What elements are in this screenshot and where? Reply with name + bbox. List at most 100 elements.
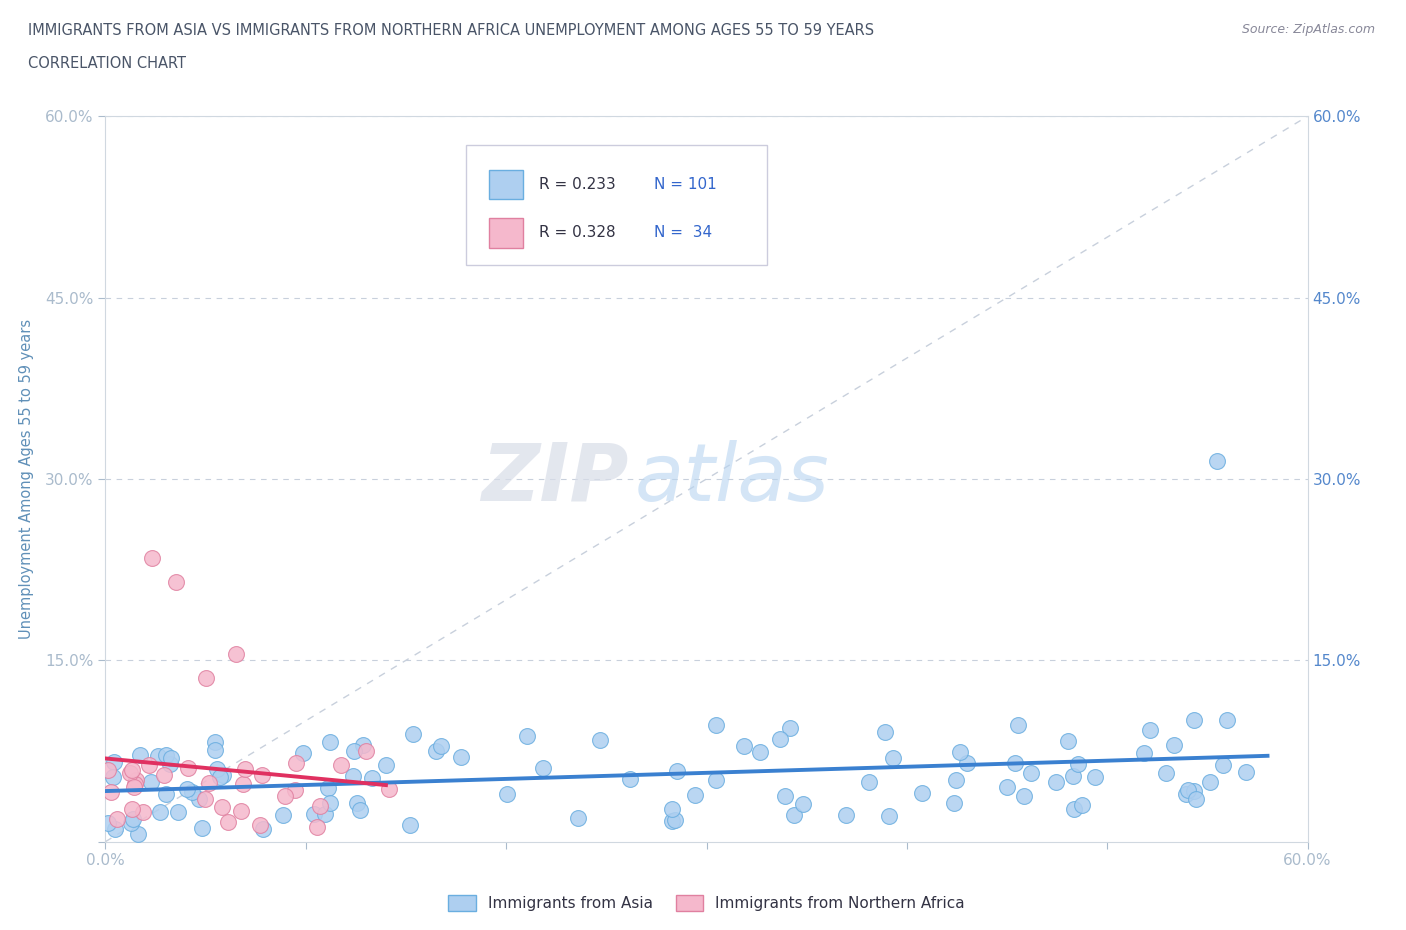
Point [249, 818, 271, 833]
Point [749, 745, 772, 760]
Point [165, 575, 187, 590]
Point [141, 551, 163, 565]
Point [103, 769, 125, 784]
Point [284, 755, 307, 770]
Point [1063, 802, 1085, 817]
Point [1062, 768, 1084, 783]
Y-axis label: Unemployment Among Ages 55 to 59 years: Unemployment Among Ages 55 to 59 years [20, 319, 34, 639]
Point [146, 749, 169, 764]
Text: R = 0.328: R = 0.328 [540, 225, 616, 240]
Point [858, 775, 880, 790]
Point [378, 782, 401, 797]
Point [132, 804, 155, 819]
Point [704, 717, 727, 732]
Point [124, 777, 146, 791]
Point [877, 808, 900, 823]
Point [118, 765, 141, 780]
Point [233, 762, 256, 777]
Point [155, 786, 177, 801]
Point [346, 795, 368, 810]
Point [204, 735, 226, 750]
Point [1184, 791, 1206, 806]
Point [231, 804, 253, 818]
FancyBboxPatch shape [467, 145, 766, 265]
Point [1212, 758, 1234, 773]
Point [1234, 764, 1257, 779]
Point [773, 789, 796, 804]
Point [308, 798, 330, 813]
Text: CORRELATION CHART: CORRELATION CHART [28, 56, 186, 71]
Point [619, 771, 641, 786]
Point [779, 721, 801, 736]
FancyBboxPatch shape [489, 218, 523, 247]
Point [141, 775, 163, 790]
Point [783, 807, 806, 822]
Point [567, 811, 589, 826]
Point [1182, 783, 1205, 798]
Point [1139, 723, 1161, 737]
Point [769, 732, 792, 747]
Point [181, 785, 204, 800]
Point [666, 764, 689, 778]
Point [430, 738, 453, 753]
Point [792, 797, 814, 812]
Point [589, 733, 612, 748]
Point [292, 745, 315, 760]
Point [127, 827, 149, 842]
Point [149, 804, 172, 819]
Point [349, 803, 371, 817]
Point [194, 791, 217, 806]
Point [495, 787, 517, 802]
Legend: Immigrants from Asia, Immigrants from Northern Africa: Immigrants from Asia, Immigrants from No… [441, 889, 972, 917]
Point [208, 770, 231, 785]
Point [1206, 454, 1229, 469]
Point [198, 776, 221, 790]
Text: IMMIGRANTS FROM ASIA VS IMMIGRANTS FROM NORTHERN AFRICA UNEMPLOYMENT AMONG AGES : IMMIGRANTS FROM ASIA VS IMMIGRANTS FROM … [28, 23, 875, 38]
Point [399, 817, 422, 832]
Point [352, 737, 374, 752]
Point [1012, 789, 1035, 804]
Point [1004, 756, 1026, 771]
Point [1163, 737, 1185, 752]
Point [949, 745, 972, 760]
Point [302, 807, 325, 822]
Point [1067, 756, 1090, 771]
Point [211, 800, 233, 815]
Point [1057, 734, 1080, 749]
Point [354, 744, 377, 759]
Point [343, 744, 366, 759]
Point [217, 815, 239, 830]
Point [252, 767, 274, 782]
Point [661, 814, 683, 829]
Point [1045, 775, 1067, 790]
Text: ZIP: ZIP [481, 440, 628, 518]
Point [1071, 798, 1094, 813]
FancyBboxPatch shape [489, 169, 523, 200]
Point [318, 795, 340, 810]
Text: atlas: atlas [634, 440, 830, 518]
Point [704, 772, 727, 787]
Point [873, 725, 896, 740]
Point [995, 779, 1018, 794]
Point [305, 819, 328, 834]
Point [1007, 718, 1029, 733]
Point [194, 671, 217, 686]
Point [1177, 782, 1199, 797]
Point [316, 780, 339, 795]
Point [402, 726, 425, 741]
Point [284, 783, 307, 798]
Point [685, 788, 707, 803]
Point [1199, 775, 1222, 790]
Point [155, 748, 177, 763]
Point [188, 791, 211, 806]
Point [910, 786, 932, 801]
Point [733, 738, 755, 753]
Point [882, 751, 904, 765]
Point [104, 821, 127, 836]
Point [955, 756, 977, 771]
Point [342, 769, 364, 784]
Point [225, 647, 247, 662]
Point [1019, 765, 1042, 780]
Point [105, 812, 128, 827]
Point [516, 728, 538, 743]
